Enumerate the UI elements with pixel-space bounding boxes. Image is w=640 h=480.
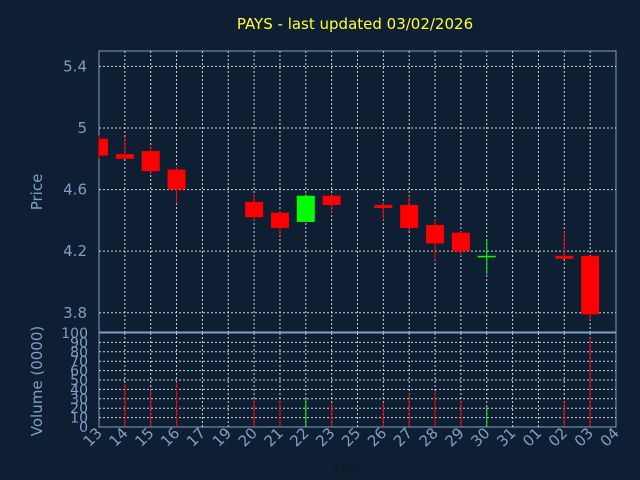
volume-tick-label: 70: [70, 354, 88, 370]
x-axis-label: Day: [334, 459, 362, 475]
x-tick-label: 29: [441, 424, 467, 450]
x-tick-label: 23: [312, 424, 338, 450]
candle-body: [451, 232, 470, 252]
x-tick-label: 25: [338, 424, 364, 450]
x-tick-label: 15: [131, 424, 157, 450]
price-axis-label: Price: [28, 174, 46, 211]
candle-body: [115, 154, 134, 159]
candle: [115, 137, 134, 159]
x-tick-label: 27: [390, 424, 416, 450]
candle-body: [270, 212, 289, 229]
price-tick-label: 3.8: [63, 304, 87, 322]
volume-tick-label: 100: [61, 326, 88, 342]
candle-body: [426, 224, 445, 244]
x-tick-label: 26: [364, 424, 390, 450]
price-tick-label: 5.4: [63, 57, 87, 75]
x-tick-labels: 13 14 15 16 17 19 20 21 22 23 25 26 27 28 29 30 31 01 02 03…: [80, 424, 623, 450]
candle-body: [167, 169, 186, 190]
x-tick-label: 20: [235, 424, 261, 450]
x-tick-label: 16: [157, 424, 183, 450]
x-tick-label: 14: [105, 424, 131, 450]
x-tick-label: 04: [597, 424, 623, 450]
price-tick-label: 4.6: [63, 181, 87, 199]
x-tick-label: 01: [519, 424, 545, 450]
price-tick-labels: 3.8 4.2 4.6 5 5.4: [63, 57, 87, 321]
volume-tick-label: 10: [70, 411, 88, 427]
x-tick-label: 19: [209, 424, 235, 450]
candle: [451, 231, 470, 256]
candle-body: [296, 195, 315, 222]
volume-bars: [124, 337, 591, 427]
candle-body: [477, 255, 496, 258]
chart-title: PAYS - last updated 03/02/2026: [237, 15, 473, 33]
candle: [98, 135, 108, 159]
candle-body: [400, 204, 419, 229]
x-tick-label: 31: [493, 424, 519, 450]
candle: [270, 211, 289, 236]
candle-body: [141, 151, 160, 172]
volume-tick-label: 30: [70, 392, 88, 408]
price-tick-label: 4.2: [63, 242, 87, 260]
candle: [555, 231, 574, 259]
candle-body: [581, 255, 600, 315]
x-tick-label: 22: [286, 424, 312, 450]
candle: [296, 194, 315, 222]
candle: [374, 201, 393, 221]
volume-tick-label: 90: [70, 335, 88, 351]
volume-tick-label: 20: [70, 401, 88, 417]
candle: [581, 255, 600, 321]
x-tick-label: 03: [571, 424, 597, 450]
candle: [322, 194, 341, 213]
x-tick-label: 17: [183, 424, 209, 450]
volume-tick-label: 0: [79, 420, 88, 436]
x-tick-label: 02: [545, 424, 571, 450]
candle: [477, 238, 496, 275]
volume-tick-label: 40: [70, 382, 88, 398]
x-tick-label: 30: [467, 424, 493, 450]
candle-body: [322, 195, 341, 205]
volume-tick-label: 80: [70, 345, 88, 361]
candle: [167, 166, 186, 204]
candle-body: [245, 201, 264, 218]
candle-body: [99, 138, 108, 156]
volume-axis-label: Volume (0000): [28, 326, 46, 436]
candles: [98, 135, 600, 321]
candle-body: [374, 204, 393, 209]
candle: [426, 218, 445, 261]
x-tick-label: 28: [416, 424, 442, 450]
candle: [141, 146, 160, 175]
x-tick-label: 21: [261, 424, 287, 450]
volume-tick-label: 50: [70, 373, 88, 389]
candle-body: [555, 255, 574, 259]
candle: [400, 195, 419, 232]
volume-tick-label: 60: [70, 364, 88, 380]
candle: [245, 194, 264, 221]
price-tick-label: 5: [77, 119, 87, 137]
